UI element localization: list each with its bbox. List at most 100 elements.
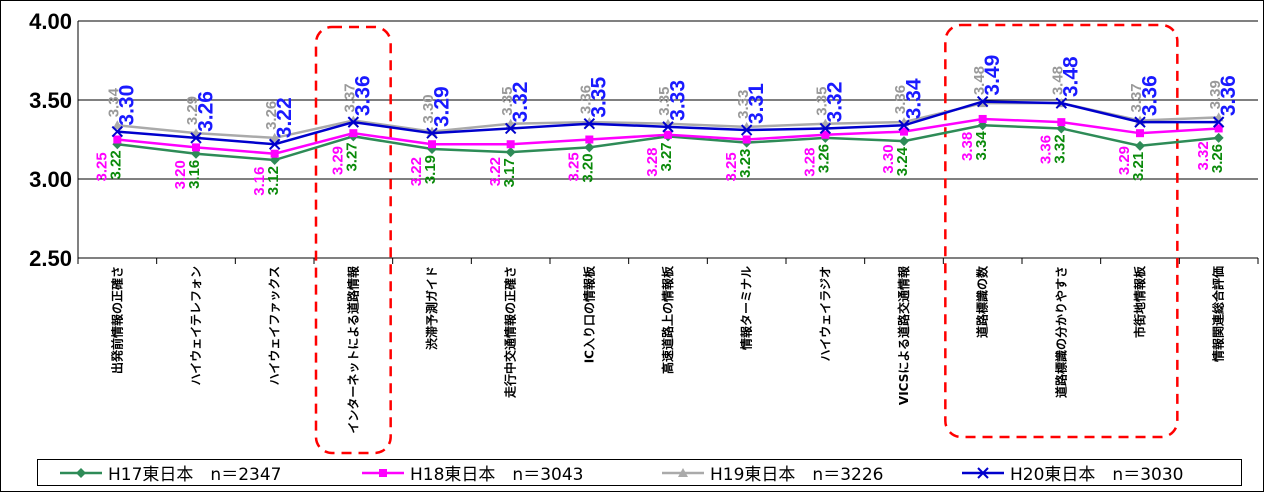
legend-label-h20: H20東日本 n＝3030 (1010, 465, 1184, 485)
series-point-3 (111, 125, 124, 138)
series-point-3 (976, 95, 989, 108)
series-point-0 (899, 136, 909, 147)
series-point-1 (821, 130, 830, 139)
data-label-0: 3.21 (1130, 152, 1147, 181)
data-label-0: 3.20 (580, 153, 597, 182)
data-label-2: 3.48 (971, 66, 988, 95)
data-label-2: 3.35 (814, 86, 831, 115)
category-label: ハイウェイラジオ (818, 266, 832, 362)
category-label: 出発前情報の正確さ (109, 266, 124, 374)
data-label-0: 3.32 (1052, 134, 1069, 163)
category-label: ハイウェイファックス (268, 266, 282, 385)
data-label-3: 3.36 (1138, 75, 1161, 116)
series-point-1 (585, 135, 594, 144)
legend-item-h19: H19東日本 n＝3226 (660, 460, 883, 485)
legend-item-h18: H18東日本 n＝3043 (360, 460, 583, 485)
data-label-2: 3.35 (499, 86, 516, 115)
series-point-3 (426, 127, 438, 139)
series-point-1 (664, 130, 672, 139)
data-label-0: 3.27 (658, 142, 675, 171)
data-label-3: 3.33 (666, 80, 689, 121)
category-label: 渋滞予測ガイド (424, 266, 439, 350)
legend-swatch-h19 (662, 467, 704, 477)
series-point-2 (112, 120, 123, 130)
y-tick-label: 4.00 (29, 9, 72, 34)
series-point-0 (584, 142, 595, 153)
series-point-0 (1135, 140, 1145, 151)
series-point-1 (113, 135, 122, 144)
data-label-2: 3.37 (342, 83, 359, 112)
data-label-1: 3.28 (644, 148, 661, 177)
series-point-0 (505, 147, 516, 158)
data-label-2: 3.39 (1207, 80, 1224, 109)
data-label-0: 3.23 (737, 149, 754, 178)
legend-label-h17: H17東日本 n＝2347 (108, 465, 282, 485)
data-label-3: 3.35 (588, 77, 611, 118)
legend-swatch-h20 (962, 466, 1004, 479)
legend-marker (379, 468, 387, 477)
data-label-1: 3.30 (880, 144, 897, 173)
series-point-1 (1136, 129, 1144, 138)
data-label-2: 3.35 (656, 86, 673, 115)
legend-marker (76, 467, 86, 478)
data-label-2: 3.33 (735, 90, 752, 119)
data-label-3: 3.22 (273, 97, 296, 138)
series-point-1 (1057, 118, 1066, 127)
data-label-0: 3.26 (816, 144, 833, 173)
category-label: 高速道路上の情報板 (660, 265, 675, 374)
category-label: IC入り口の情報板 (581, 265, 596, 363)
series-point-3 (190, 132, 202, 144)
data-label-1: 3.29 (330, 146, 347, 175)
series-point-2 (269, 132, 280, 142)
y-tick-label: 3.00 (29, 167, 72, 192)
series-point-1 (192, 143, 200, 152)
data-label-2: 3.36 (892, 85, 909, 114)
highlight-box (944, 23, 1179, 439)
data-label-0: 3.16 (186, 160, 203, 189)
y-tick-label: 2.50 (29, 246, 72, 271)
data-label-2: 3.29 (184, 96, 201, 125)
y-tick-label: 3.50 (29, 88, 72, 113)
data-label-0: 3.22 (108, 150, 125, 179)
data-label-2: 3.36 (578, 85, 595, 114)
data-label-1: 3.25 (94, 152, 111, 181)
data-label-0: 3.34 (973, 131, 990, 161)
category-label: 走行中交通情報の正確さ (503, 266, 518, 398)
category-label: ハイウェイテレフォン (189, 266, 203, 386)
data-label-3: 3.32 (824, 82, 847, 123)
series-point-0 (1213, 132, 1224, 143)
series-point-1 (1214, 124, 1223, 133)
category-label: 情報関連総合評価 (1211, 266, 1226, 362)
series-point-3 (740, 124, 753, 136)
series-point-3 (1134, 116, 1146, 128)
data-label-0: 3.19 (422, 155, 439, 184)
data-label-2: 3.26 (263, 101, 280, 130)
category-label: 道路標識の分かりやすさ (1053, 266, 1068, 398)
data-label-3: 3.30 (116, 85, 139, 126)
data-label-1: 3.29 (1116, 146, 1133, 175)
data-label-3: 3.36 (1217, 75, 1240, 116)
legend-swatch-h18 (362, 468, 404, 477)
legend: H17東日本 n＝2347 H18東日本 n＝3043 H19東日本 n＝322… (37, 459, 1242, 486)
series-point-3 (347, 116, 360, 128)
data-label-0: 3.24 (894, 146, 911, 176)
series-point-3 (662, 121, 674, 133)
data-label-0: 3.26 (1209, 144, 1226, 173)
legend-label-h19: H19東日本 n＝3226 (710, 465, 884, 485)
series-point-3 (583, 117, 596, 130)
legend-item-h17: H17東日本 n＝2347 (58, 460, 281, 485)
series-point-1 (742, 135, 751, 144)
category-label: VICSによる道路交通情報 (896, 265, 911, 405)
series-point-3 (1055, 97, 1068, 109)
category-label: 市街地情報板 (1132, 265, 1147, 338)
data-label-1: 3.36 (1038, 135, 1055, 164)
data-label-1: 3.25 (566, 152, 583, 181)
data-label-3: 3.48 (1060, 56, 1083, 97)
data-label-2: 3.34 (106, 87, 123, 117)
data-label-0: 3.17 (501, 158, 518, 187)
series-point-3 (268, 138, 281, 150)
series-point-3 (898, 119, 910, 131)
series-point-3 (819, 122, 832, 135)
data-label-1: 3.22 (487, 157, 504, 186)
